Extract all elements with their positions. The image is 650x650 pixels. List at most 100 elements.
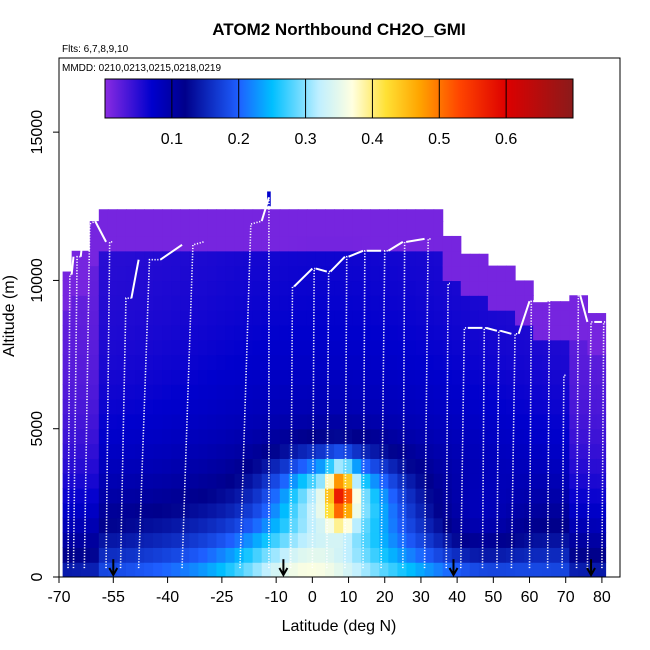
- heatmap-cell: [216, 384, 227, 400]
- heatmap-cell: [71, 384, 82, 400]
- heatmap-cell: [343, 443, 353, 459]
- heatmap-cell: [379, 250, 389, 267]
- heatmap-cell: [216, 369, 227, 385]
- heatmap-cell: [424, 310, 435, 326]
- heatmap-cell: [288, 399, 299, 415]
- heatmap-cell: [478, 458, 489, 474]
- heatmap-cell: [180, 295, 190, 311]
- heatmap-cell: [315, 428, 326, 445]
- heatmap-cell: [135, 562, 145, 577]
- heatmap-cell: [189, 413, 199, 430]
- heatmap-cell: [343, 562, 353, 577]
- heatmap-cell: [261, 280, 272, 296]
- flight-profile-trace: [289, 285, 295, 569]
- heatmap-cell: [153, 399, 163, 415]
- heatmap-cell: [162, 324, 172, 341]
- heatmap-cell: [279, 532, 290, 548]
- heatmap-cell: [334, 473, 344, 489]
- heatmap-cell: [234, 295, 245, 311]
- heatmap-cell: [370, 339, 380, 356]
- heatmap-cell: [207, 458, 218, 474]
- heatmap-cell: [216, 458, 227, 474]
- heatmap-cell: [451, 399, 462, 415]
- heatmap-cell: [180, 547, 190, 563]
- heatmap-cell: [406, 339, 417, 356]
- heatmap-cell: [460, 517, 471, 534]
- heatmap-cell: [370, 354, 380, 370]
- heatmap-cell: [189, 517, 199, 534]
- flight-level-leg: [500, 329, 512, 335]
- heatmap-cell: [415, 399, 426, 415]
- heatmap-cell: [433, 250, 444, 267]
- heatmap-cell: [515, 488, 525, 504]
- flight-profile-trace: [481, 327, 487, 569]
- heatmap-cell: [315, 458, 326, 474]
- heatmap-cell: [361, 265, 371, 282]
- heatmap-cell: [116, 532, 127, 548]
- heatmap-cell: [261, 265, 272, 282]
- heatmap-cell: [478, 253, 489, 267]
- heatmap-cell: [125, 339, 136, 356]
- heatmap-cell: [596, 562, 607, 577]
- heatmap-cell: [306, 532, 317, 548]
- heatmap-cell: [162, 310, 172, 326]
- heatmap-cell: [343, 310, 353, 326]
- heatmap-cell: [135, 428, 145, 445]
- heatmap-cell: [487, 502, 498, 519]
- heatmap-cell: [189, 384, 199, 400]
- heatmap-cell: [135, 502, 145, 519]
- heatmap-cell: [379, 221, 389, 237]
- heatmap-cell: [153, 502, 163, 519]
- heatmap-cell: [370, 562, 380, 577]
- heatmap-cell: [325, 221, 335, 237]
- heatmap-cell: [144, 532, 154, 548]
- heatmap-cell: [261, 532, 272, 548]
- heatmap-cell: [171, 428, 181, 445]
- heatmap-cell: [542, 517, 552, 534]
- heatmap-cell: [406, 562, 417, 577]
- heatmap-cell: [216, 310, 227, 326]
- heatmap-cell: [306, 280, 317, 296]
- heatmap-cell: [524, 428, 534, 445]
- heatmap-cell: [207, 488, 218, 504]
- heatmap-cell: [352, 250, 362, 267]
- heatmap-cell: [288, 250, 299, 267]
- heatmap-cell: [252, 399, 263, 415]
- heatmap-cell: [261, 310, 272, 326]
- heatmap-cell: [261, 502, 272, 519]
- heatmap-cell: [388, 354, 399, 370]
- heatmap-cell: [433, 532, 444, 548]
- heatmap-cell: [343, 265, 353, 282]
- heatmap-cell: [225, 517, 236, 534]
- heatmap-cell: [578, 384, 589, 400]
- heatmap-cell: [370, 399, 380, 415]
- colorbar-tick-label: 0.3: [294, 131, 316, 148]
- heatmap-cell: [515, 517, 525, 534]
- heatmap-cell: [442, 562, 453, 577]
- heatmap-cell: [560, 473, 570, 489]
- heatmap-cell: [125, 235, 136, 252]
- heatmap-cell: [234, 458, 245, 474]
- heatmap-cell: [533, 369, 543, 385]
- heatmap-cell: [361, 250, 371, 267]
- heatmap-cell: [406, 399, 417, 415]
- colorbar-ticks: 0.1 0.2 0.3 0.4 0.5 0.6: [161, 79, 517, 148]
- heatmap-cell: [89, 517, 100, 534]
- heatmap-cell: [433, 458, 444, 474]
- heatmap-cell: [107, 517, 118, 534]
- heatmap-cell: [460, 413, 471, 430]
- heatmap-cell: [596, 339, 607, 356]
- heatmap-cell: [189, 324, 199, 341]
- heatmap-cell: [216, 250, 227, 267]
- heatmap-cell: [460, 532, 471, 548]
- x-axis: -70 -55 -40 -25 -10 0 10 20 30 40 50 60 70 80: [47, 577, 611, 606]
- heatmap-cell: [279, 265, 290, 282]
- heatmap-cell: [406, 517, 417, 534]
- heatmap-cell: [397, 562, 408, 577]
- heatmap-cell: [162, 235, 172, 252]
- heatmap-cell: [325, 532, 335, 548]
- heatmap-cell: [225, 265, 236, 282]
- heatmap-cell: [243, 250, 254, 267]
- heatmap-cell: [397, 209, 408, 222]
- heatmap-cell: [171, 517, 181, 534]
